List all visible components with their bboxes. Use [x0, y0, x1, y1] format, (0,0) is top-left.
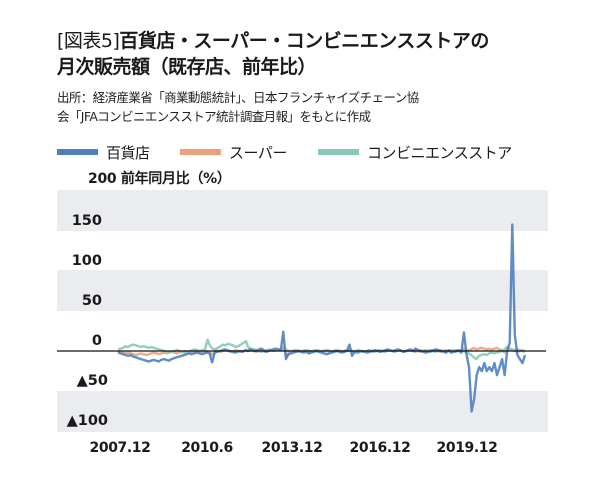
grid-band-150-200 [57, 190, 548, 231]
legend-item-supermarket: スーパー [180, 142, 287, 162]
x-tick-2007-12: 2007.12 [89, 440, 151, 456]
y-tick-minus-50: ▲50 [76, 373, 108, 389]
y-tick-100: 100 [71, 253, 102, 269]
x-tick-2016-12: 2016.12 [349, 440, 411, 456]
source-line-1: 出所：経済産業省「商業動態統計」、日本フランチャイズチェーン協 [57, 90, 419, 105]
legend-label-supermarket: スーパー [229, 143, 287, 162]
series-layer [117, 223, 527, 413]
legend-swatch-department-store [57, 149, 98, 155]
y-tick-0: 0 [91, 333, 102, 349]
legend-label-department-store: 百貨店 [106, 143, 150, 162]
series-department-store [117, 223, 527, 413]
legend-item-convenience-store: コンビニエンスストア [318, 142, 512, 162]
x-tick-2010-6: 2010.6 [181, 440, 233, 456]
y-tick-minus-100: ▲100 [66, 413, 108, 429]
legend: 百貨店 スーパー コンビニエンスストア [57, 142, 557, 162]
legend-swatch-convenience-store [318, 149, 359, 155]
y-axis-unit-label: 200 前年同月比（%） [88, 171, 231, 187]
chart-title: [図表5]百貨店・スーパー・コンビニエンスストアの 月次販売額（既存店、前年比） [57, 28, 557, 80]
legend-label-convenience-store: コンビニエンスストア [367, 143, 512, 162]
x-tick-2013-12: 2013.12 [261, 440, 323, 456]
title-line-2: 月次販売額（既存店、前年比） [57, 56, 317, 78]
grid-band-50-100 [57, 270, 548, 311]
source-line-2: 会「JFAコンビニエンスストア統計調査月報」をもとに作成 [57, 109, 371, 124]
grid-band-minus50-minus100 [57, 391, 548, 432]
legend-item-department-store: 百貨店 [57, 142, 150, 162]
title-line-1: 百貨店・スーパー・コンビニエンスストアの [119, 30, 489, 52]
figure-number: [図表5] [57, 30, 120, 52]
x-tick-2019-12: 2019.12 [436, 440, 498, 456]
y-tick-150: 150 [71, 213, 102, 229]
y-tick-50: 50 [81, 293, 102, 309]
source-note: 出所：経済産業省「商業動態統計」、日本フランチャイズチェーン協 会「JFAコンビ… [57, 88, 557, 126]
legend-swatch-supermarket [180, 149, 221, 155]
